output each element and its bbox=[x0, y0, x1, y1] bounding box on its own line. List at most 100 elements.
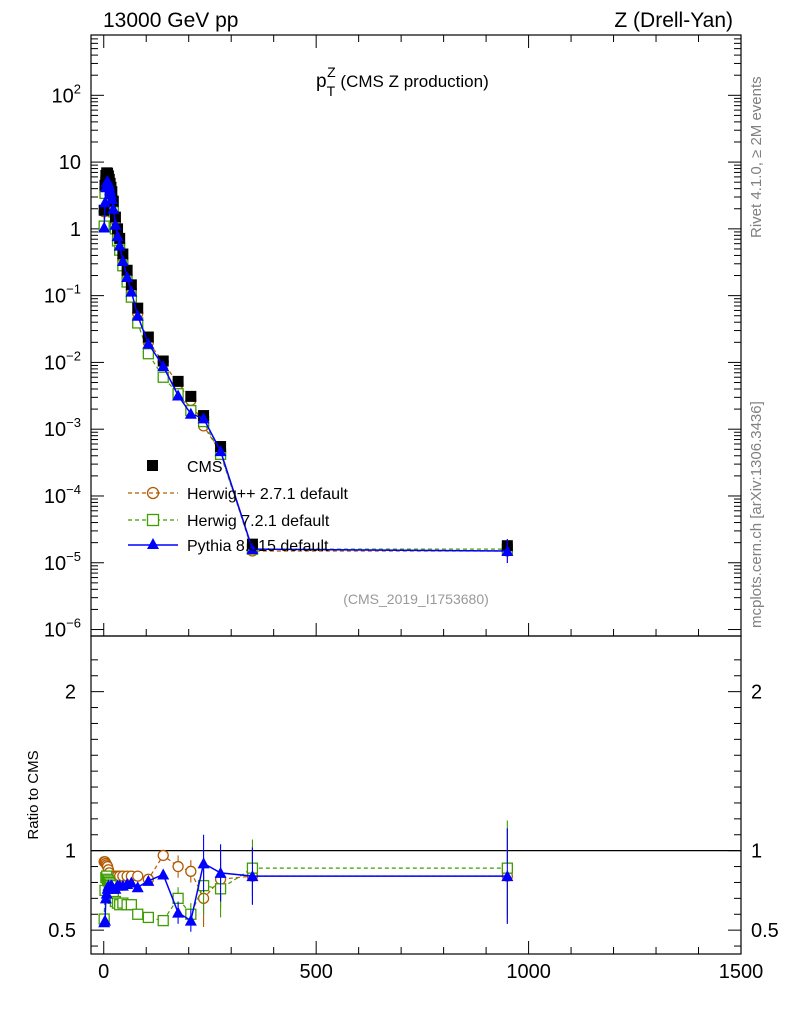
ratio-plot-frame bbox=[90, 635, 742, 955]
legend-herwigpp-marker bbox=[146, 486, 160, 500]
x-tick-label: 500 bbox=[299, 961, 332, 983]
ratio-data-point bbox=[125, 899, 138, 911]
main-series-layer bbox=[98, 167, 514, 563]
ratio-data-point bbox=[246, 870, 259, 882]
tick-mantissa: 10 bbox=[44, 553, 66, 575]
main-data-point bbox=[185, 390, 197, 402]
plot-title: pTZ (CMS Z production) bbox=[316, 64, 489, 99]
main-data-point bbox=[98, 221, 111, 233]
main-data-point bbox=[142, 337, 155, 349]
ratio-data-point bbox=[99, 914, 112, 926]
main-data-point bbox=[116, 255, 129, 267]
ratio-data-point bbox=[197, 857, 210, 869]
ratio-data-point bbox=[157, 849, 169, 862]
main-y-tick-label: 102 bbox=[52, 81, 81, 107]
legend-pythia-marker bbox=[147, 538, 159, 549]
analysis-id: (CMS_2019_I1753680) bbox=[343, 591, 489, 607]
tick-mantissa: 10 bbox=[52, 85, 74, 107]
tick-exponent: −3 bbox=[66, 415, 81, 430]
main-data-point bbox=[107, 202, 120, 214]
ratio-y-tick-label-right: 0.5 bbox=[751, 920, 779, 942]
title-main: p bbox=[316, 71, 327, 92]
main-y-tick-label: 1 bbox=[70, 219, 81, 241]
tick-exponent: −4 bbox=[66, 482, 81, 497]
main-data-point bbox=[111, 230, 124, 242]
x-tick-label: 1000 bbox=[506, 961, 551, 983]
main-y-axis-ticks bbox=[91, 34, 741, 631]
main-data-point bbox=[214, 445, 227, 457]
main-data-point bbox=[109, 211, 121, 223]
main-y-tick-label: 10−2 bbox=[44, 348, 81, 374]
ratio-data-point bbox=[184, 914, 197, 926]
main-data-point bbox=[117, 248, 129, 260]
main-data-point bbox=[132, 302, 144, 314]
ratio-data-point bbox=[172, 906, 185, 918]
main-data-point bbox=[197, 412, 210, 424]
ratio-data-point bbox=[157, 868, 170, 880]
tick-mantissa: 1 bbox=[70, 219, 81, 241]
main-data-point bbox=[121, 271, 134, 283]
ratio-data-point bbox=[142, 874, 155, 886]
ratio-data-point bbox=[131, 881, 144, 893]
tick-mantissa: 10 bbox=[44, 620, 66, 642]
legend-cms-label: CMS bbox=[187, 459, 223, 476]
ratio-series-layer bbox=[98, 820, 514, 932]
tick-mantissa: 10 bbox=[44, 419, 66, 441]
tick-mantissa: 10 bbox=[44, 486, 66, 508]
main-data-point bbox=[184, 407, 197, 419]
title-subscript: T bbox=[327, 83, 336, 99]
ratio-y-axis-ticks: 0.5 0.5 1 1 2 2 bbox=[48, 659, 779, 947]
ratio-data-point bbox=[214, 866, 227, 878]
title-rest: (CMS Z production) bbox=[336, 72, 489, 91]
legend-herwig7-marker bbox=[146, 513, 160, 527]
x-tick-label: 0 bbox=[98, 961, 109, 983]
main-series-3 bbox=[98, 175, 514, 563]
main-data-point bbox=[125, 285, 138, 297]
tick-exponent: −6 bbox=[66, 616, 81, 631]
tick-exponent: −2 bbox=[66, 348, 81, 363]
x-tick-label: 1500 bbox=[719, 961, 764, 983]
main-data-point bbox=[172, 389, 185, 401]
ratio-data-point bbox=[132, 908, 144, 920]
legend: CMS Herwig++ 2.7.1 default Herwig 7.2.1 … bbox=[128, 459, 349, 555]
main-data-point bbox=[172, 375, 184, 387]
ratio-y-tick-label-right: 1 bbox=[751, 841, 762, 863]
main-data-point bbox=[99, 196, 112, 208]
title-superscript: Z bbox=[327, 64, 336, 80]
main-y-tick-label: 10−5 bbox=[44, 549, 81, 575]
ratio-series-3 bbox=[98, 828, 514, 932]
legend-herwig7-label: Herwig 7.2.1 default bbox=[187, 513, 330, 530]
tick-mantissa: 10 bbox=[59, 152, 81, 174]
ratio-data-point bbox=[157, 914, 169, 927]
main-y-tick-label: 10 bbox=[59, 152, 81, 174]
main-data-point bbox=[113, 239, 126, 251]
main-data-point bbox=[125, 279, 137, 291]
main-data-point bbox=[246, 543, 259, 555]
main-y-tick-label: 10−3 bbox=[44, 415, 81, 441]
ratio-y-tick-label: 2 bbox=[65, 682, 76, 704]
ratio-data-point bbox=[125, 876, 138, 888]
ratio-data-point bbox=[142, 911, 155, 924]
rivet-version-label: Rivet 4.1.0, ≥ 2M events bbox=[748, 76, 765, 238]
main-data-point bbox=[109, 218, 122, 230]
legend-pythia-label: Pythia 8.315 default bbox=[187, 538, 329, 555]
legend-cms-marker bbox=[147, 460, 158, 471]
ratio-data-point bbox=[501, 870, 514, 882]
main-data-point bbox=[131, 309, 144, 321]
ratio-y-axis-label: Ratio to CMS bbox=[25, 750, 42, 839]
header-left: 13000 GeV pp bbox=[103, 9, 238, 32]
ratio-data-point bbox=[132, 870, 144, 882]
main-y-tick-label: 10−4 bbox=[44, 482, 81, 508]
legend-herwigpp-label: Herwig++ 2.7.1 default bbox=[187, 486, 349, 503]
main-data-point bbox=[157, 360, 170, 372]
main-data-point bbox=[142, 331, 154, 343]
ratio-data-point bbox=[172, 860, 184, 873]
ratio-y-tick-label-right: 2 bbox=[751, 682, 762, 704]
main-data-point bbox=[501, 544, 514, 556]
main-y-tick-label: 10−6 bbox=[44, 616, 81, 642]
header-right: Z (Drell-Yan) bbox=[614, 9, 733, 32]
tick-mantissa: 10 bbox=[44, 286, 66, 308]
tick-mantissa: 10 bbox=[44, 352, 66, 374]
